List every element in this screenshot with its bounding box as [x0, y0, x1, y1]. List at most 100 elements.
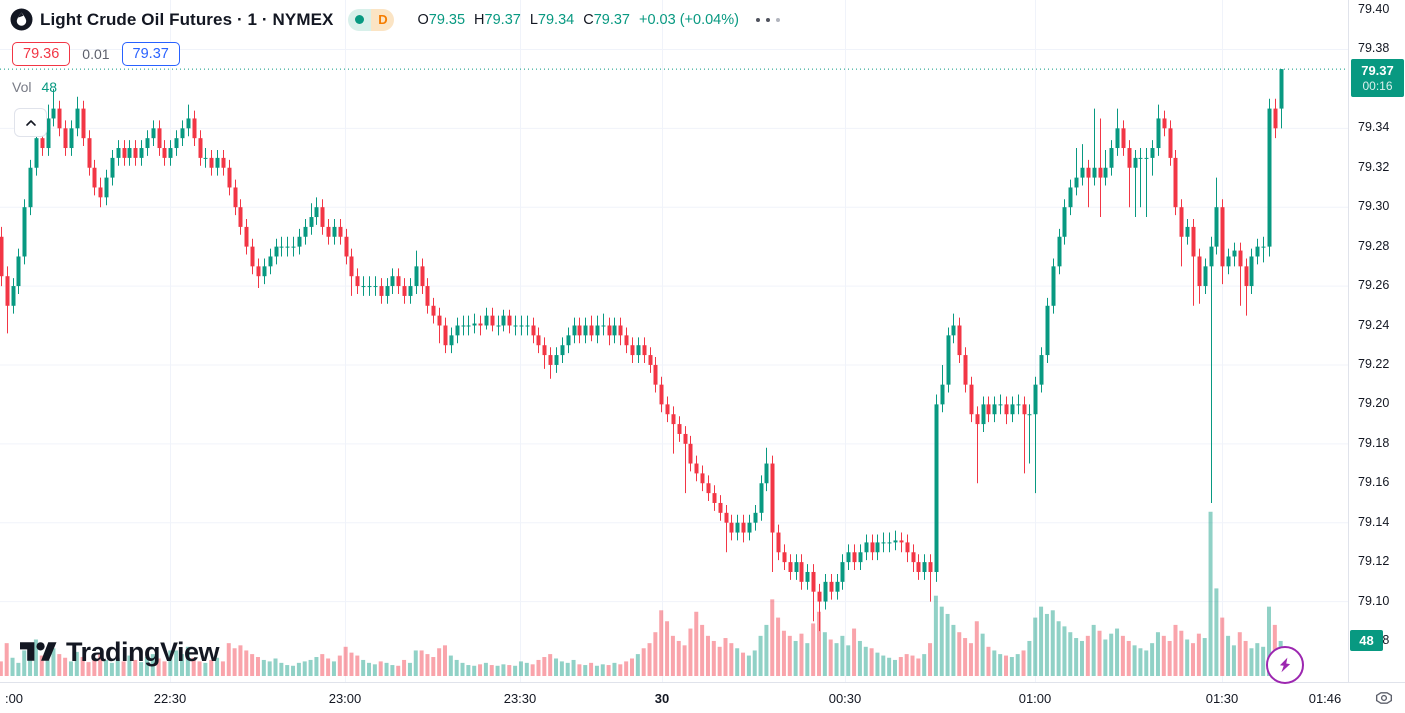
sell-button[interactable]: 79.36 — [12, 42, 71, 66]
candlestick-chart[interactable] — [0, 0, 1348, 682]
candle-body — [753, 512, 758, 523]
volume-bar — [57, 654, 62, 676]
candle-body — [87, 138, 92, 168]
candle-body — [402, 286, 407, 296]
volume-bar — [355, 655, 360, 676]
volume-bar — [127, 655, 132, 676]
volume-bar — [887, 657, 892, 676]
volume-bar — [349, 652, 354, 676]
more-options-icon[interactable] — [755, 17, 780, 22]
candle-body — [40, 138, 45, 149]
volume-bar — [372, 664, 377, 676]
volume-bar — [904, 654, 909, 676]
volume-bar — [4, 643, 9, 676]
candle-body — [69, 128, 74, 149]
volume-bar — [571, 659, 576, 676]
candle-body — [367, 286, 372, 288]
candle-body — [192, 118, 197, 139]
candle-body — [548, 355, 553, 365]
volume-bar — [378, 661, 383, 676]
volume-bar — [542, 657, 547, 676]
candle-body — [905, 542, 910, 553]
candle-body — [1144, 157, 1149, 159]
volume-bar — [1261, 646, 1266, 676]
volume-bar — [28, 646, 33, 676]
volume-bar — [752, 650, 757, 676]
collapse-pane-button[interactable] — [14, 108, 47, 137]
volume-bar — [296, 662, 301, 676]
time-axis[interactable]: :00 22:30 23:00 23:30 30 00:30 01:00 01:30 01:46 — [0, 682, 1405, 713]
volume-bar — [1167, 640, 1172, 676]
crude-oil-symbol-icon — [10, 8, 33, 31]
volume-bar — [974, 621, 979, 676]
volume-bar — [682, 645, 687, 676]
candle-body — [542, 345, 547, 356]
close-label: C — [583, 11, 594, 28]
volume-bar — [536, 659, 541, 676]
time-tick-label: 00:30 — [828, 691, 862, 706]
candle-body — [63, 128, 68, 149]
candle-body — [297, 236, 302, 247]
candle-body — [28, 167, 33, 208]
symbol-title[interactable]: Light Crude Oil Futures · 1 · NYMEX — [40, 9, 334, 29]
volume-bar — [326, 658, 331, 676]
volume-bar — [0, 661, 3, 676]
candle-body — [425, 286, 430, 306]
volume-bar — [74, 651, 79, 676]
candle-body — [268, 256, 273, 267]
volume-bar — [653, 632, 658, 676]
candle-body — [1062, 207, 1067, 237]
volume-bar — [1226, 635, 1231, 676]
candle-body — [1080, 167, 1085, 178]
candle-body — [1068, 187, 1073, 208]
candle-body — [256, 266, 261, 277]
price-axis[interactable]: 79.0879.1079.1279.1479.1679.1879.2079.22… — [1348, 0, 1405, 682]
volume-bar — [933, 595, 938, 676]
time-tick-label: 01:46 — [1308, 691, 1342, 706]
candle-body — [759, 483, 764, 513]
quick-trade-button[interactable] — [1266, 646, 1304, 684]
candle-body — [203, 157, 208, 159]
candle-body — [870, 542, 875, 553]
volume-bar — [273, 658, 278, 676]
volume-bar — [454, 659, 459, 676]
candle-body — [151, 128, 156, 139]
low-value: 79.34 — [537, 11, 575, 28]
buy-button[interactable]: 79.37 — [121, 42, 180, 66]
volume-bar — [1214, 588, 1219, 676]
candle-body — [986, 404, 991, 415]
candle-body — [373, 286, 378, 288]
volume-bar — [700, 624, 705, 676]
volume-bar — [133, 659, 138, 676]
candle-body — [303, 226, 308, 237]
candle-body — [957, 325, 962, 356]
price-tick-label: 79.32 — [1358, 159, 1390, 174]
volume-bar — [162, 661, 167, 676]
gear-icon — [1375, 692, 1393, 704]
volume-bar — [384, 662, 389, 676]
volume-bar — [1027, 640, 1032, 676]
volume-label[interactable]: Vol — [12, 79, 32, 95]
volume-bar — [688, 628, 693, 676]
candle-body — [1051, 266, 1056, 306]
market-status-pill[interactable]: D — [348, 8, 395, 31]
price-tick-label: 79.12 — [1358, 554, 1390, 569]
volume-bar — [600, 664, 605, 676]
candle-body — [279, 246, 284, 248]
volume-bar — [998, 654, 1003, 676]
volume-bar — [746, 655, 751, 676]
volume-bar — [834, 643, 839, 676]
price-tick-label: 79.28 — [1358, 238, 1390, 253]
volume-bar — [817, 611, 822, 676]
candle-body — [57, 108, 62, 129]
last-price-badge: 79.37 00:16 — [1351, 59, 1404, 98]
volume-bar — [793, 640, 798, 676]
tradingview-watermark[interactable]: TradingView — [20, 637, 220, 668]
volume-bar — [150, 654, 155, 676]
candle-body — [712, 493, 717, 503]
volume-bar — [770, 599, 775, 676]
volume-bar — [448, 655, 453, 676]
axis-settings-button[interactable] — [1371, 686, 1397, 710]
candle-body — [344, 236, 349, 257]
